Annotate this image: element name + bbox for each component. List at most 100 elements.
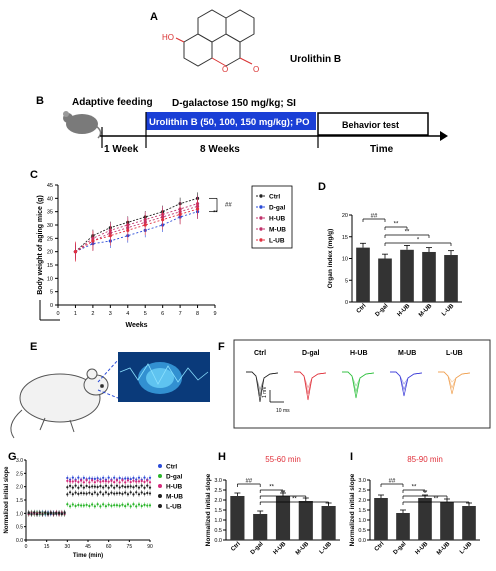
bar-ctrl <box>230 496 245 540</box>
y-tick-label: 5 <box>50 290 53 296</box>
data-point-m-ub <box>102 486 105 489</box>
data-point-h-ub <box>68 480 72 483</box>
data-point-h-ub <box>113 481 116 484</box>
sig-label: ** <box>423 491 428 497</box>
panel-letter-d: D <box>318 181 326 193</box>
bar-l-ub <box>462 506 476 540</box>
legend: Ctrl D-gal H-UB M-UB L-UB <box>158 464 183 511</box>
data-point-l-ub <box>88 491 91 494</box>
data-point-h-ub <box>143 480 146 483</box>
panel-letter-e: E <box>30 341 37 353</box>
x-tick-label: Ctrl <box>374 541 386 553</box>
data-point-l-ub <box>38 511 41 514</box>
slope-55-60-chart: 0.0 0.5 1.0 1.5 2.0 2.5 3.0 Ctrl D-gal H-UB M-UB L-… <box>205 455 340 556</box>
data-point-d-gal <box>77 503 80 507</box>
data-point-m-ub <box>77 486 80 489</box>
data-point-l-ub <box>143 492 146 496</box>
data-point-l-ub <box>68 491 72 494</box>
data-point-l-ub <box>104 491 108 494</box>
data-point-h-ub <box>102 480 105 483</box>
y-tick-label: 3.0 <box>214 478 222 484</box>
data-point-m-ub <box>68 484 72 487</box>
y-tick-label: 1.5 <box>214 508 222 514</box>
legend: Ctrl D-gal H-UB M-UB L-UB <box>251 185 293 249</box>
x-tick-label: H-UB <box>273 541 288 556</box>
urolithin-b-structure <box>175 9 255 67</box>
data-point-d-gal <box>121 503 124 506</box>
trace-h-ub <box>342 371 375 387</box>
x-tick-label: 0 <box>56 311 59 317</box>
bar-d-gal <box>396 513 410 540</box>
y-tick-label: 0.0 <box>16 538 23 544</box>
x-tick-label: 9 <box>213 311 216 317</box>
x-tick-label: 8 <box>196 311 199 317</box>
data-point-l-ub <box>80 491 83 495</box>
series-line-m-ub <box>75 205 198 253</box>
data-point-h-ub <box>71 480 74 483</box>
data-point-m-ub <box>121 485 124 488</box>
y-tick-label: 1.0 <box>358 518 366 524</box>
legend-frame <box>251 185 293 249</box>
legend-label: H-UB <box>269 216 286 223</box>
data-point-d-gal <box>137 503 141 506</box>
sig-label: ** <box>405 230 410 236</box>
data-point-m-ub <box>146 484 149 487</box>
legend-label: Ctrl <box>269 194 280 201</box>
bar-d-gal <box>253 514 268 540</box>
data-point-h-ub <box>118 481 121 484</box>
x-tick-label: 75 <box>127 544 133 550</box>
data-point-l-ub <box>57 511 61 514</box>
data-point-l-ub <box>113 492 116 495</box>
x-tick-label: L-UB <box>319 541 334 556</box>
data-point-l-ub <box>126 228 130 232</box>
data-point-d-gal <box>115 504 119 507</box>
y-tick-label: 1.0 <box>16 511 23 517</box>
data-point-l-ub <box>129 491 132 494</box>
data-point-ctrl <box>113 476 116 479</box>
trace-label: L-UB <box>446 350 463 357</box>
series-line-h-ub <box>75 203 198 253</box>
x-tick-label: L-UB <box>459 541 474 556</box>
mouse-icon <box>63 111 102 139</box>
panel-letter-b: B <box>36 95 44 107</box>
data-point-l-ub <box>126 493 130 496</box>
data-point-l-ub <box>33 511 36 514</box>
data-point-l-ub <box>77 492 80 495</box>
scale-bar-x-label: 10 ms <box>276 408 290 414</box>
data-point-h-ub <box>132 479 135 482</box>
y-tick-label: 15 <box>342 235 348 241</box>
data-point-d-gal <box>96 503 99 506</box>
adaptive-feeding-label: Adaptive feeding <box>72 97 153 108</box>
data-point-h-ub <box>82 481 85 484</box>
data-point-ctrl <box>102 476 105 479</box>
data-point-l-ub <box>132 493 135 496</box>
data-point-d-gal <box>107 503 110 506</box>
data-point-d-gal <box>126 503 130 506</box>
data-point-ctrl <box>129 477 132 481</box>
chart-title: 85-90 min <box>407 455 443 464</box>
data-point-l-ub <box>135 491 138 494</box>
x-tick-label: Ctrl <box>230 541 242 553</box>
data-point-m-ub <box>124 485 127 489</box>
mouse-illustration <box>10 368 109 439</box>
data-point-m-ub <box>93 485 96 488</box>
data-point-h-ub <box>110 479 113 482</box>
sig-label: ** <box>412 485 417 491</box>
sig-label: ** <box>281 491 286 497</box>
data-point-l-ub <box>44 511 47 514</box>
data-point-h-ub <box>85 479 88 482</box>
y-tick-label: 5 <box>345 278 348 284</box>
y-tick-label: 20 <box>342 213 348 219</box>
x-tick-label: 6 <box>161 311 164 317</box>
data-point-d-gal <box>74 504 77 508</box>
y-tick-label: 2.5 <box>358 488 366 494</box>
data-point-h-ub <box>146 479 149 482</box>
data-point-m-ub <box>110 484 113 487</box>
series-line-d-gal <box>75 211 198 253</box>
data-point-m-ub <box>148 486 152 489</box>
panel-letter-f: F <box>218 341 225 353</box>
data-point-l-ub <box>178 212 182 216</box>
legend-swatch-marker <box>259 194 263 198</box>
data-point-m-ub <box>91 485 94 488</box>
